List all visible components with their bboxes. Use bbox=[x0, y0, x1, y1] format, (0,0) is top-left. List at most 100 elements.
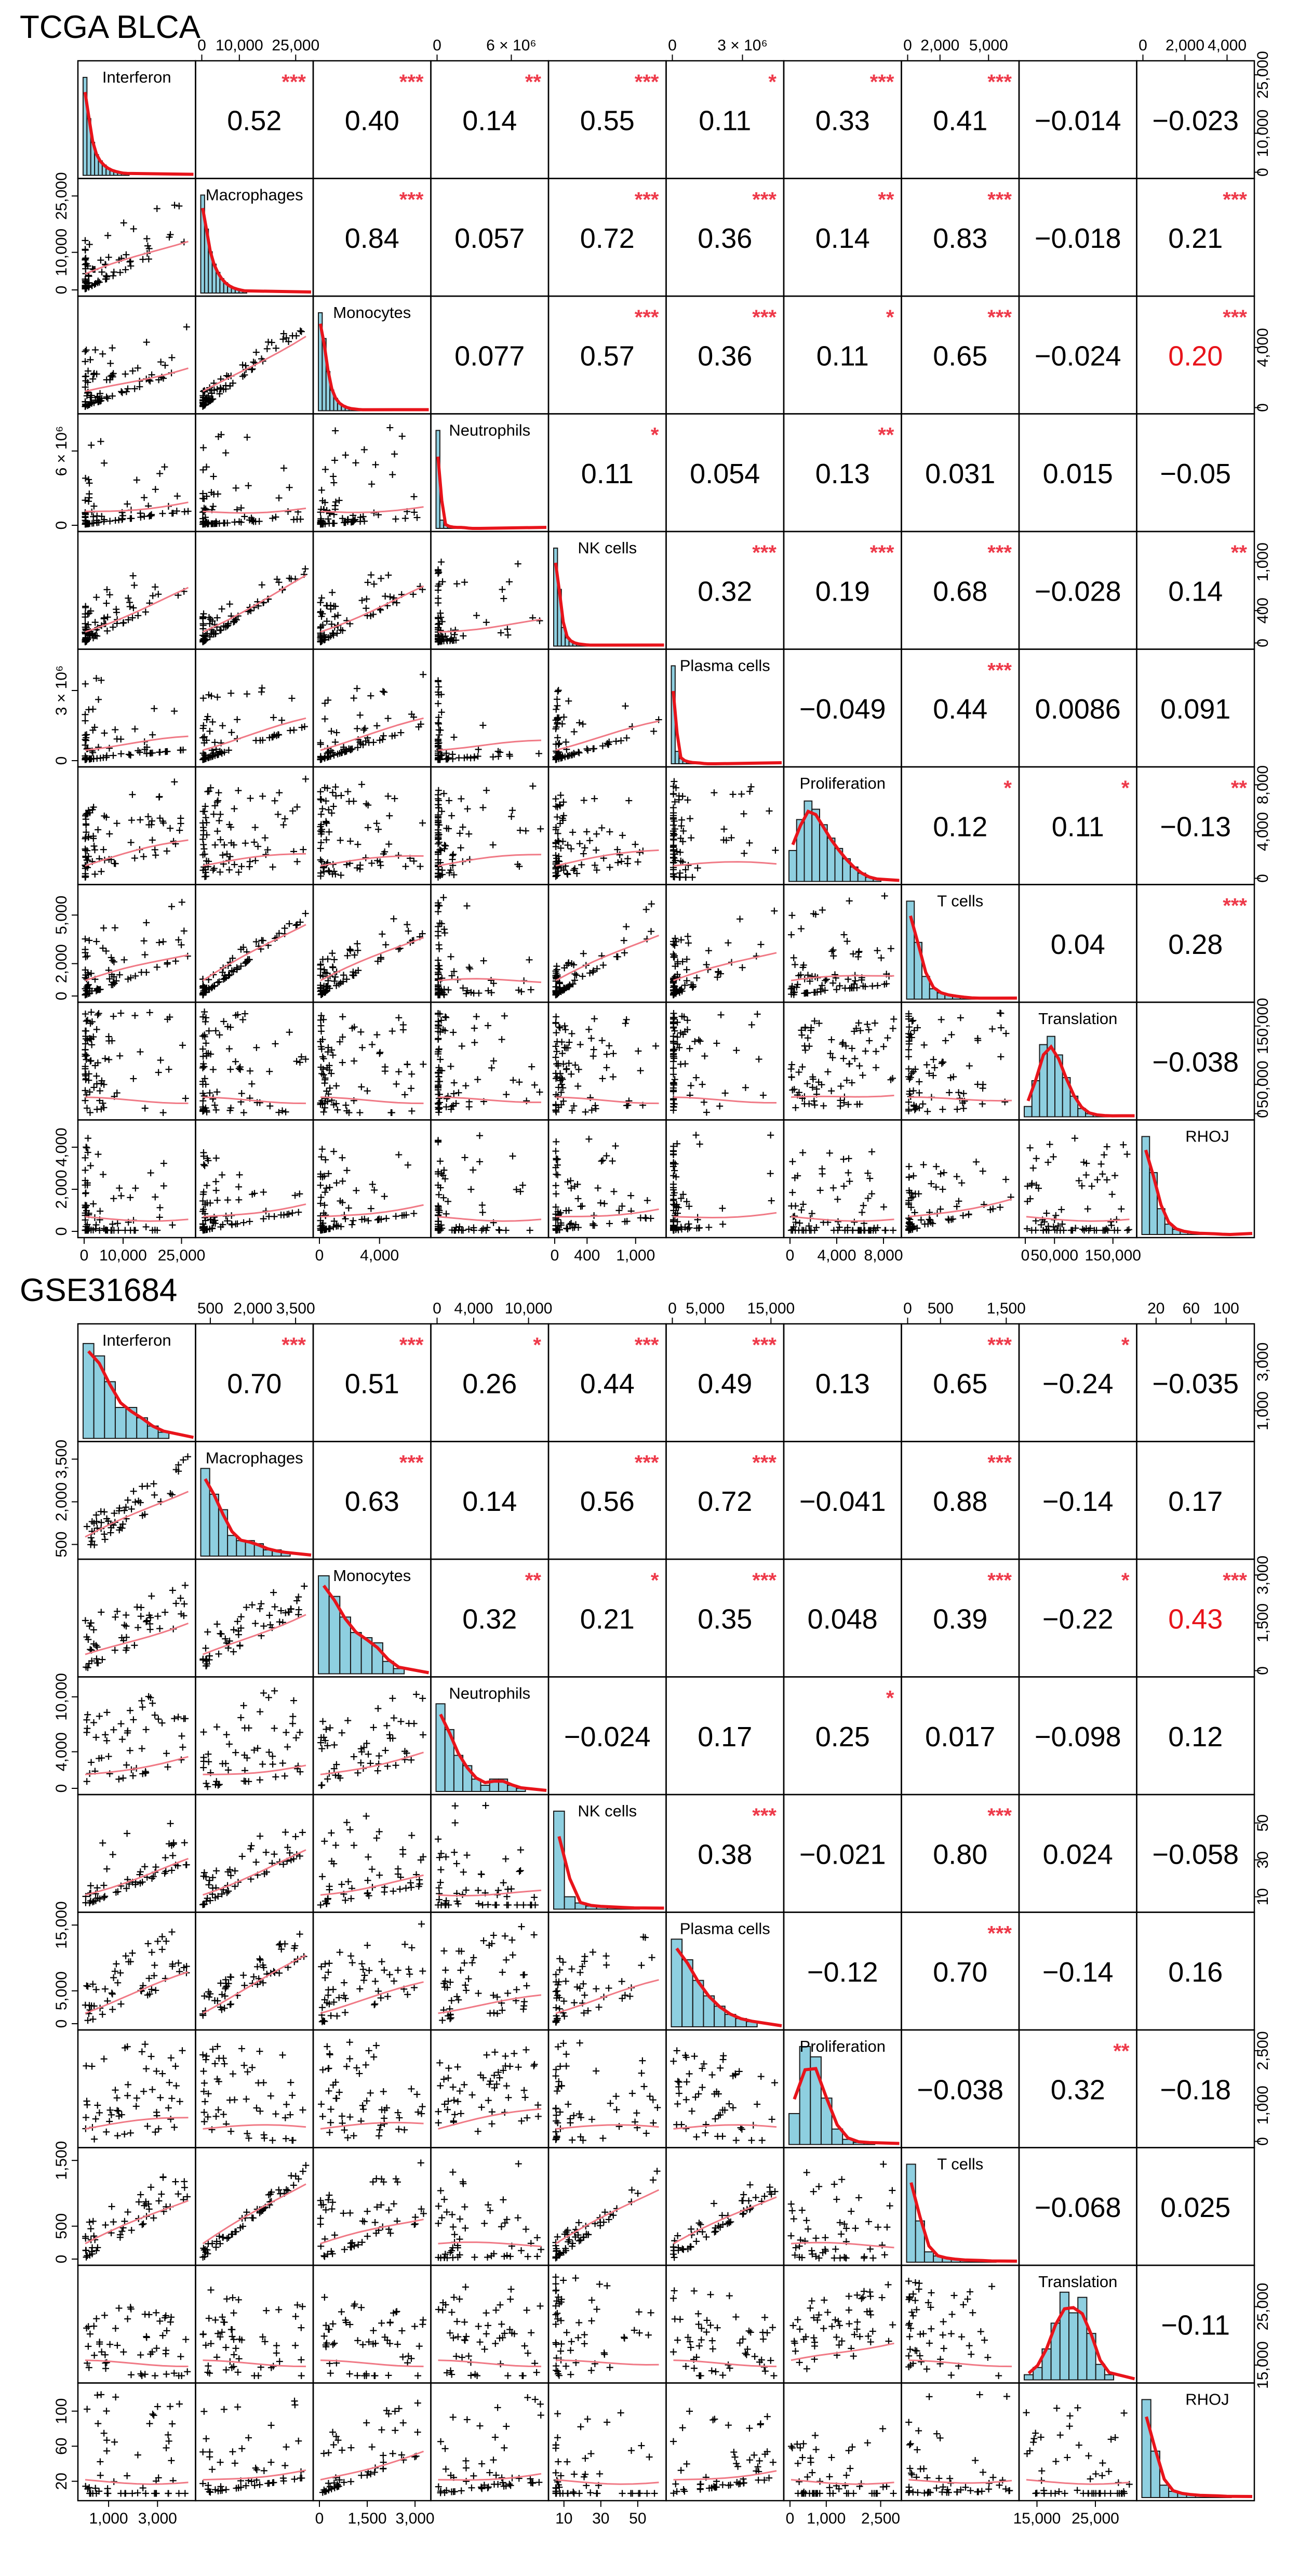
significance-stars: *** bbox=[987, 1804, 1012, 1827]
scatter-point bbox=[346, 1826, 354, 1834]
histogram-bar bbox=[350, 1632, 362, 1675]
scatter-point bbox=[82, 604, 89, 611]
scatter-point bbox=[199, 695, 207, 702]
scatter-point bbox=[220, 1018, 227, 1025]
scatter-point bbox=[95, 826, 102, 833]
scatter-point bbox=[131, 385, 138, 392]
significance-stars: * bbox=[768, 71, 776, 94]
scatter-point bbox=[408, 1070, 416, 1078]
scatter-point bbox=[354, 725, 361, 732]
scatter-point bbox=[614, 859, 622, 866]
scatter-point bbox=[670, 1010, 677, 1017]
significance-stars: * bbox=[651, 424, 659, 447]
scatter-point bbox=[124, 500, 131, 508]
scatter-point bbox=[374, 1705, 382, 1712]
scatter-point bbox=[141, 494, 148, 501]
scatter-point bbox=[339, 515, 346, 522]
cell-border bbox=[665, 1119, 785, 1239]
scatter-point bbox=[302, 565, 309, 573]
scatter-point bbox=[237, 504, 245, 512]
correlation-value: 0.65 bbox=[933, 340, 987, 371]
scatter-point bbox=[351, 951, 358, 959]
scatter-point bbox=[209, 867, 217, 874]
scatter-point bbox=[483, 787, 490, 794]
scatter-point bbox=[251, 824, 259, 831]
scatter-point bbox=[574, 1082, 582, 1090]
scatter-point bbox=[360, 726, 367, 734]
smooth-line bbox=[202, 575, 306, 633]
cell-macrophages-vs-translation: −0.018 bbox=[1018, 178, 1137, 297]
cell-interferon-vs-rhoj: −0.035 bbox=[1136, 1323, 1255, 1442]
scatter-point bbox=[555, 838, 563, 845]
scatter-point bbox=[322, 700, 329, 707]
scatter-point bbox=[585, 1026, 593, 1033]
scatter-point bbox=[364, 824, 371, 831]
scatter-point bbox=[413, 514, 421, 521]
scatter-point bbox=[203, 463, 210, 471]
cell-border bbox=[77, 884, 196, 1003]
correlation-value: 0.38 bbox=[698, 1839, 752, 1870]
correlation-value: −0.041 bbox=[799, 1486, 886, 1517]
scatter-point bbox=[887, 1076, 894, 1083]
scatter-point bbox=[151, 1711, 158, 1719]
scatter-point bbox=[183, 323, 190, 330]
scatter-point bbox=[90, 1200, 97, 1207]
correlation-value: −0.098 bbox=[1035, 1721, 1121, 1752]
scatter-point bbox=[181, 508, 188, 515]
scatter-point bbox=[258, 684, 265, 692]
cell-neutrophils-vs-macrophages bbox=[195, 1676, 314, 1796]
scatter-point bbox=[171, 708, 178, 715]
scatter-point bbox=[326, 1084, 333, 1092]
scatter-point bbox=[257, 1708, 264, 1716]
scatter-point bbox=[214, 694, 221, 701]
scatter-point bbox=[435, 719, 442, 726]
cell-interferon-vs-translation: −0.24* bbox=[1018, 1323, 1137, 1442]
scatter-point bbox=[402, 863, 409, 870]
correlation-value: −0.023 bbox=[1152, 105, 1239, 136]
tick-label: 50,000 bbox=[1254, 1060, 1271, 1108]
scatter-point bbox=[378, 575, 385, 582]
scatter-point bbox=[213, 1723, 221, 1731]
scatter-point bbox=[117, 2000, 125, 2008]
smooth-line bbox=[438, 1216, 542, 1222]
tick-label: 0 bbox=[1021, 1247, 1030, 1264]
scatter-point bbox=[410, 493, 418, 500]
scatter-point bbox=[285, 1211, 292, 1218]
scatter-point bbox=[299, 1829, 306, 1836]
scatter-point bbox=[435, 957, 442, 964]
scatter-point bbox=[386, 1731, 393, 1738]
scatter-point bbox=[317, 739, 324, 747]
scatter-point bbox=[203, 1014, 210, 1021]
scatter-point bbox=[212, 1187, 220, 1194]
correlation-value: 0.26 bbox=[462, 1368, 517, 1399]
scatter-point bbox=[261, 834, 269, 842]
scatter-point bbox=[460, 1868, 467, 1876]
scatter-point bbox=[111, 924, 118, 932]
scatter-point bbox=[420, 671, 427, 678]
scatter-point bbox=[103, 586, 111, 593]
scatter-point bbox=[179, 1744, 186, 1751]
scatter-point bbox=[476, 1158, 484, 1165]
scatter-point bbox=[443, 1853, 450, 1861]
scatter-point bbox=[121, 1622, 128, 1629]
scatter-point bbox=[873, 1048, 880, 1055]
scatter-point bbox=[591, 745, 598, 752]
scatter-point bbox=[326, 1883, 333, 1890]
scatter-point bbox=[806, 1227, 813, 1234]
cell-plasma-cells-vs-plasma-cells: Plasma cells bbox=[665, 648, 785, 768]
scatter-point bbox=[462, 1887, 470, 1894]
scatter-point bbox=[104, 614, 111, 621]
scatter-point bbox=[144, 242, 151, 249]
scatter-point bbox=[852, 977, 859, 985]
scatter-point bbox=[87, 607, 95, 615]
cell-border bbox=[547, 1001, 667, 1121]
scatter-point bbox=[226, 601, 233, 608]
tick-label: 25,000 bbox=[53, 172, 70, 220]
scatter-point bbox=[358, 1044, 366, 1051]
scatter-point bbox=[250, 839, 258, 846]
density-curve bbox=[672, 691, 782, 765]
cell-macrophages-vs-rhoj: 0.17 bbox=[1136, 1441, 1255, 1560]
scatter-point bbox=[344, 788, 352, 795]
scatter-point bbox=[201, 873, 208, 880]
scatter-point bbox=[1118, 1205, 1125, 1213]
